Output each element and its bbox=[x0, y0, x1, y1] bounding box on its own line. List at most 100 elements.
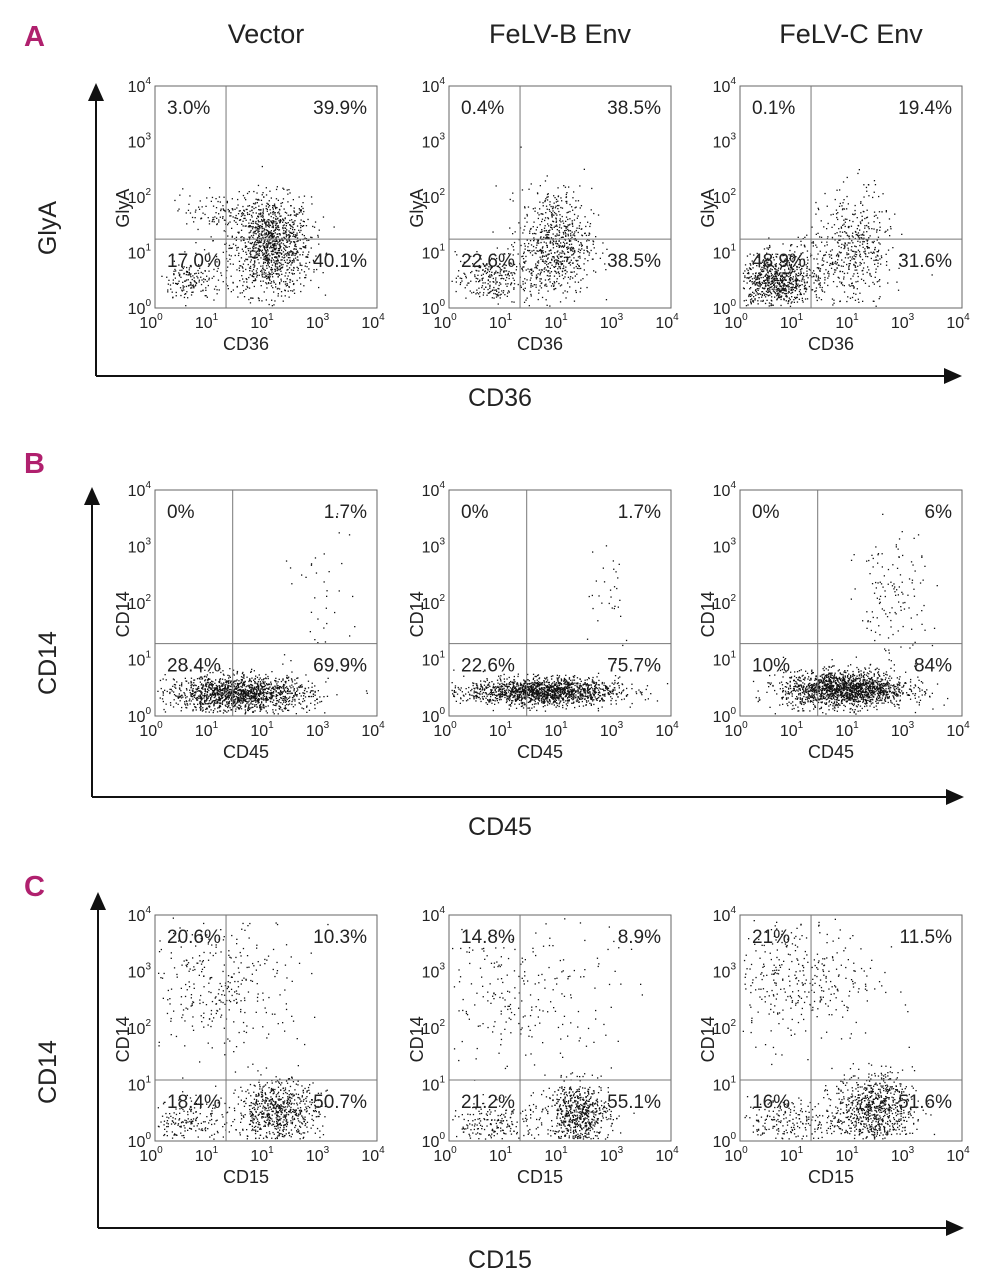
scatter-point bbox=[529, 249, 531, 252]
scatter-point bbox=[849, 263, 851, 265]
scatter-point bbox=[293, 223, 295, 225]
scatter-point bbox=[272, 226, 274, 229]
scatter-point bbox=[268, 271, 270, 273]
scatter-point bbox=[548, 253, 550, 255]
scatter-point bbox=[272, 250, 274, 252]
scatter-point bbox=[240, 681, 242, 684]
scatter-point bbox=[268, 205, 271, 207]
scatter-point bbox=[539, 208, 541, 210]
scatter-point bbox=[836, 285, 838, 288]
scatter-point bbox=[792, 288, 794, 291]
scatter-point bbox=[798, 266, 800, 269]
scatter-point bbox=[268, 262, 270, 264]
scatter-point bbox=[252, 248, 255, 250]
scatter-point bbox=[866, 246, 868, 248]
scatter-point bbox=[260, 237, 262, 239]
scatter-point bbox=[522, 232, 524, 234]
scatter-point bbox=[785, 292, 788, 295]
scatter-point bbox=[248, 276, 250, 279]
scatter-point bbox=[852, 236, 854, 238]
scatter-point bbox=[782, 276, 785, 278]
scatter-point bbox=[278, 687, 280, 689]
scatter-point bbox=[234, 710, 237, 712]
scatter-point bbox=[563, 185, 565, 187]
scatter-point bbox=[548, 231, 550, 233]
scatter-point bbox=[276, 253, 278, 255]
scatter-point bbox=[558, 275, 561, 277]
scatter-point bbox=[495, 283, 497, 285]
scatter-point bbox=[200, 684, 202, 686]
scatter-point bbox=[302, 246, 304, 248]
scatter-point bbox=[781, 281, 783, 283]
scatter-point bbox=[303, 195, 306, 197]
scatter-point bbox=[217, 691, 219, 693]
scatter-point bbox=[562, 236, 564, 238]
scatter-point bbox=[227, 285, 229, 287]
scatter-point bbox=[310, 236, 312, 238]
scatter-point bbox=[480, 254, 482, 257]
scatter-point bbox=[275, 694, 277, 696]
scatter-point bbox=[293, 234, 295, 236]
scatter-point bbox=[276, 260, 278, 262]
scatter-point bbox=[261, 219, 263, 221]
scatter-point bbox=[254, 691, 256, 694]
scatter-point bbox=[770, 286, 772, 288]
scatter-point bbox=[454, 251, 456, 253]
scatter-point bbox=[763, 263, 766, 266]
scatter-point bbox=[209, 672, 211, 674]
scatter-point bbox=[772, 256, 775, 259]
scatter-point bbox=[776, 288, 779, 290]
scatter-point bbox=[784, 260, 787, 262]
scatter-point bbox=[782, 292, 784, 294]
scatter-point bbox=[247, 241, 250, 243]
scatter-point bbox=[255, 244, 257, 246]
scatter-point bbox=[788, 288, 790, 290]
scatter-point bbox=[484, 270, 486, 272]
scatter-point bbox=[573, 191, 575, 193]
scatter-point bbox=[541, 260, 544, 262]
scatter-point bbox=[314, 694, 316, 696]
scatter-point bbox=[237, 699, 239, 701]
scatter-point bbox=[256, 217, 258, 220]
scatter-point bbox=[863, 241, 865, 243]
scatter-point bbox=[553, 257, 555, 259]
scatter-point bbox=[772, 304, 774, 306]
scatter-point bbox=[490, 266, 492, 268]
scatter-point bbox=[537, 262, 540, 264]
scatter-point bbox=[265, 692, 268, 694]
scatter-point bbox=[787, 302, 789, 305]
scatter-point bbox=[555, 235, 557, 237]
scatter-point bbox=[293, 259, 295, 262]
scatter-point bbox=[879, 226, 881, 228]
scatter-point bbox=[791, 269, 793, 271]
scatter-point bbox=[226, 202, 228, 204]
scatter-point bbox=[522, 258, 525, 260]
scatter-point bbox=[522, 266, 524, 268]
x-tick-label: 103 bbox=[600, 312, 624, 332]
scatter-point bbox=[259, 249, 261, 251]
scatter-point bbox=[854, 299, 857, 301]
scatter-point bbox=[278, 274, 281, 276]
scatter-point bbox=[560, 284, 563, 286]
scatter-point bbox=[560, 246, 563, 248]
scatter-point bbox=[477, 278, 479, 280]
scatter-point bbox=[264, 221, 266, 223]
scatter-point bbox=[788, 254, 790, 256]
scatter-point bbox=[259, 209, 261, 211]
scatter-point bbox=[187, 279, 189, 281]
scatter-point bbox=[253, 273, 255, 275]
scatter-point bbox=[286, 222, 288, 225]
scatter-point bbox=[205, 676, 208, 678]
scatter-point bbox=[778, 290, 781, 292]
scatter-point bbox=[282, 691, 284, 693]
scatter-point bbox=[252, 232, 254, 234]
scatter-point bbox=[522, 283, 524, 285]
scatter-point bbox=[184, 293, 186, 295]
scatter-point bbox=[791, 260, 794, 263]
scatter-point bbox=[272, 213, 274, 215]
plot-frame bbox=[154, 85, 378, 309]
scatter-point bbox=[173, 699, 175, 701]
scatter-point bbox=[829, 250, 832, 252]
scatter-point bbox=[875, 256, 877, 258]
scatter-point bbox=[560, 262, 562, 265]
